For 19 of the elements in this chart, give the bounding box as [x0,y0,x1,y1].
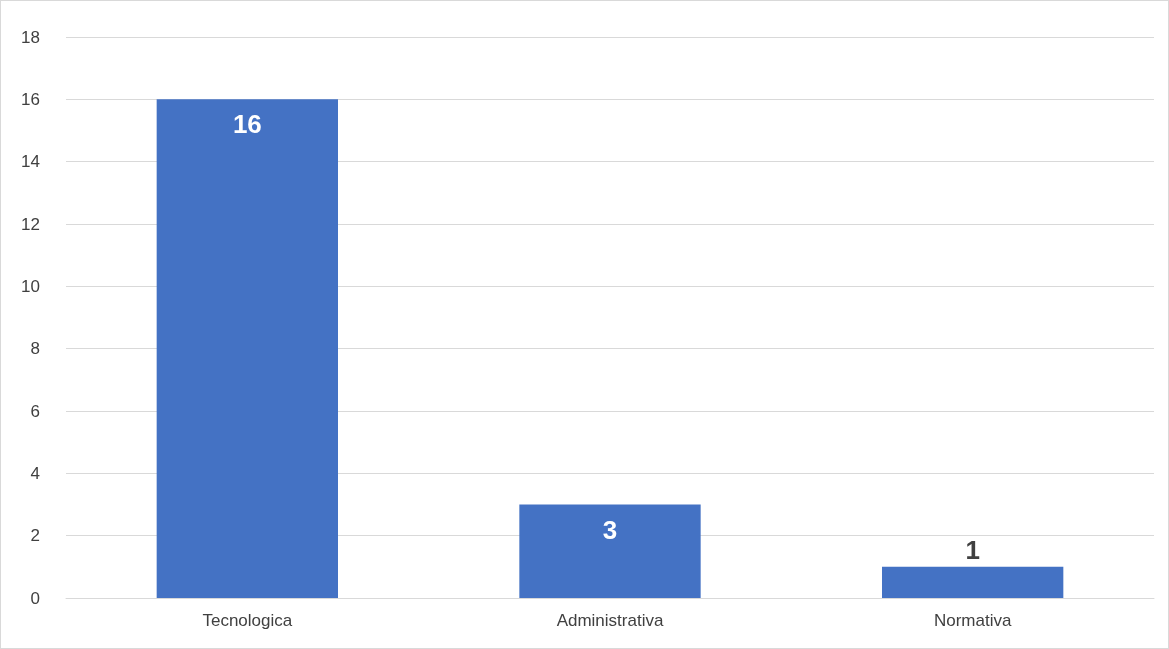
y-tick-label: 8 [30,339,40,359]
x-tick-label: Normativa [933,611,1012,630]
y-tick-label: 6 [30,401,40,421]
y-tick-label: 12 [21,214,40,234]
data-label: 1 [965,534,980,565]
bar [882,566,1064,598]
y-tick-label: 0 [30,588,40,608]
bar [519,504,701,598]
y-tick-label: 10 [21,276,40,296]
y-tick-label: 2 [30,526,40,546]
y-tick-label: 16 [21,89,40,109]
y-tick-label: 14 [21,152,40,172]
x-tick-label: Administrativa [556,611,664,630]
data-label: 3 [602,514,618,545]
y-tick-label: 4 [30,463,40,483]
data-label: 16 [232,109,262,140]
bar [156,99,338,598]
x-tick-label: Tecnologica [202,611,293,630]
y-tick-label: 18 [21,27,40,47]
